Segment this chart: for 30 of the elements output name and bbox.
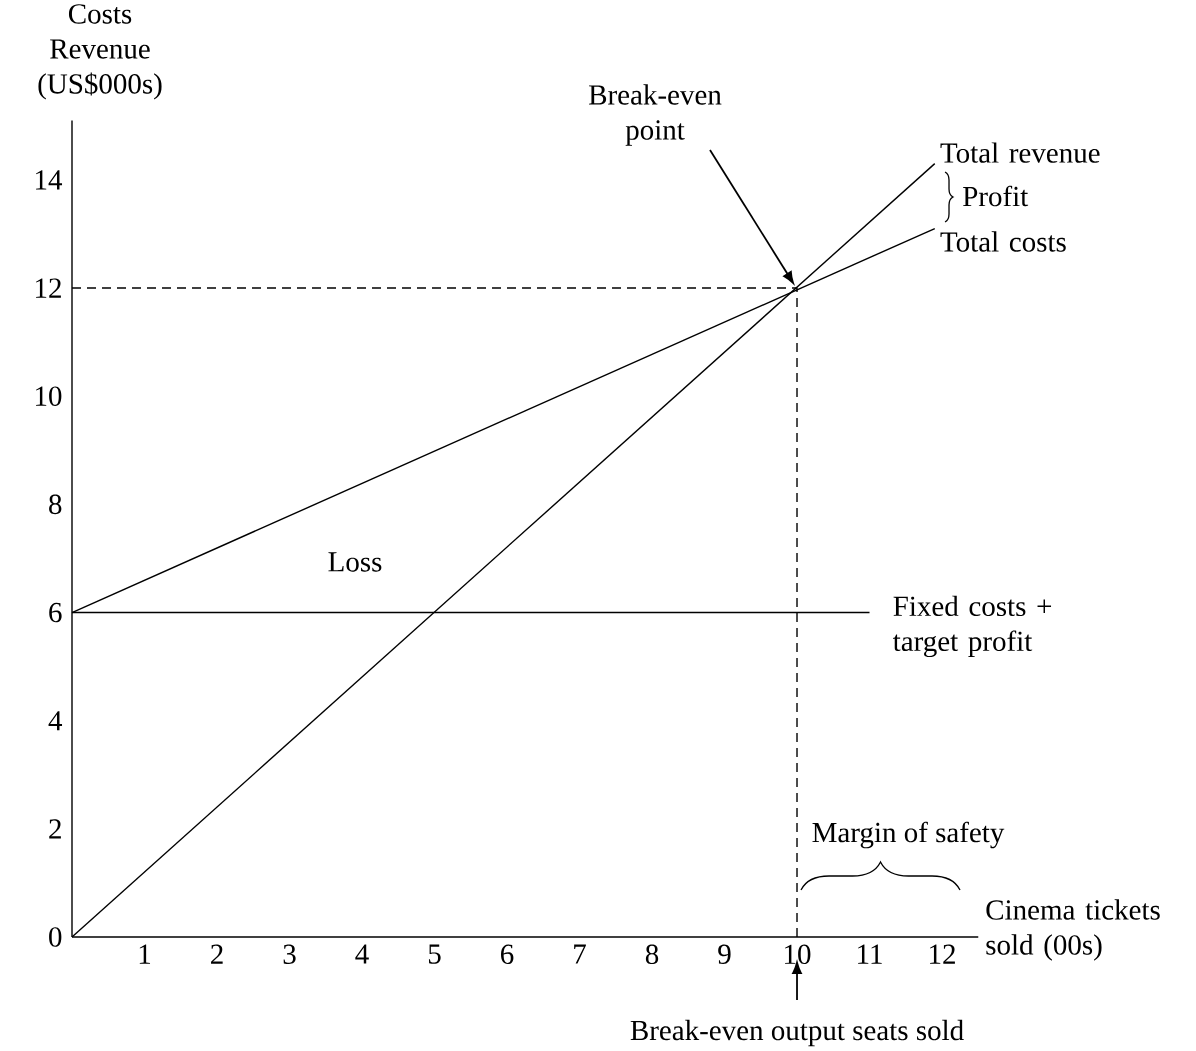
x-tick-label: 6 [501, 944, 514, 964]
y-tick-label: 2 [49, 819, 61, 839]
x-tick-label: 8 [645, 944, 659, 965]
y-tick-label: 14 [36, 170, 63, 190]
x-tick-label: 3 [283, 944, 296, 964]
x-tick-label: 9 [718, 944, 731, 964]
annotation: Loss [328, 552, 382, 572]
annotation: Profit [963, 185, 1029, 207]
text: Break-even output seats sold [630, 1019, 964, 1047]
x-tick-label: 10 [785, 944, 811, 965]
legend-label: Total costs [940, 231, 1066, 252]
y-axis-title: Costs Revenue (US$000s) [38, 4, 162, 100]
y-tick-label: 4 [48, 711, 63, 731]
series-label: Fixed costs + target profit [892, 595, 1052, 658]
x-tick-label: 2 [211, 944, 223, 964]
y-tick-label: 12 [36, 278, 61, 298]
x-axis-title: Cinema tickets sold (00s) [986, 899, 1160, 961]
series-label: Total revenue [940, 142, 1100, 163]
y-tick-label: 0 [49, 927, 62, 947]
x-tick-label: 5 [428, 944, 441, 964]
y-tick-label: 6 [49, 602, 62, 623]
x-tick-label: 1 [139, 944, 151, 964]
x-tick-label: 4 [355, 944, 369, 964]
x-tick-label: 11 [858, 944, 882, 964]
x-tick-label: 12 [930, 944, 955, 964]
x-tick-label: 7 [574, 944, 586, 964]
annotation: Margin of safety [812, 821, 1005, 849]
y-tick-label: 8 [49, 494, 62, 515]
y-tick-label: 10 [36, 386, 62, 406]
annotation: Break-even point [589, 84, 722, 146]
